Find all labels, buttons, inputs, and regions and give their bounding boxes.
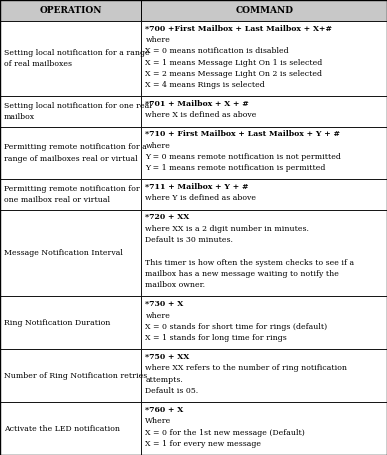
Text: X = 1 means Message Light On 1 is selected: X = 1 means Message Light On 1 is select… [146, 59, 323, 66]
Bar [141, 349, 387, 402]
Text: where XX refers to the number of ring notification: where XX refers to the number of ring no… [146, 364, 348, 372]
Bar [141, 126, 387, 179]
Text: X = 0 for the 1st new message (Default): X = 0 for the 1st new message (Default) [146, 429, 305, 436]
Text: mailbox: mailbox [4, 113, 35, 121]
Text: *750 + XX: *750 + XX [146, 353, 190, 361]
Bar [141, 296, 387, 349]
Text: X = 1 for every new message: X = 1 for every new message [146, 440, 262, 448]
Text: *711 + Mailbox + Y + #: *711 + Mailbox + Y + # [146, 183, 249, 191]
Bar [0, 96, 141, 126]
Text: Y = 0 means remote notification is not permitted: Y = 0 means remote notification is not p… [146, 153, 341, 161]
Text: Default is 30 minutes.: Default is 30 minutes. [146, 236, 233, 244]
Bar [0, 349, 141, 402]
Text: where X is defined as above: where X is defined as above [146, 111, 257, 119]
Text: Ring Notification Duration: Ring Notification Duration [4, 319, 111, 327]
Text: attempts.: attempts. [146, 376, 183, 384]
Bar [0, 210, 141, 296]
Text: Setting local notification for one real: Setting local notification for one real [4, 102, 152, 110]
Bar [141, 179, 387, 210]
Text: Permitting remote notification for a: Permitting remote notification for a [4, 143, 147, 152]
Text: where: where [146, 36, 170, 44]
Text: Permitting remote notification for: Permitting remote notification for [4, 185, 140, 193]
Text: *701 + Mailbox + X + #: *701 + Mailbox + X + # [146, 100, 249, 108]
Text: *730 + X: *730 + X [146, 300, 184, 308]
Text: where: where [146, 312, 170, 319]
Text: Activate the LED notification: Activate the LED notification [4, 425, 120, 433]
Bar [141, 21, 387, 96]
Text: Y = 1 means remote notification is permitted: Y = 1 means remote notification is permi… [146, 164, 326, 172]
Text: *710 + First Mailbox + Last Mailbox + Y + #: *710 + First Mailbox + Last Mailbox + Y … [146, 130, 341, 138]
Bar [141, 0, 387, 21]
Text: This timer is how often the system checks to see if a: This timer is how often the system check… [146, 258, 354, 267]
Text: Number of Ring Notification retries: Number of Ring Notification retries [4, 372, 147, 380]
Bar [0, 179, 141, 210]
Text: mailbox has a new message waiting to notify the: mailbox has a new message waiting to not… [146, 270, 339, 278]
Text: *720 + XX: *720 + XX [146, 213, 190, 222]
Text: X = 1 stands for long time for rings: X = 1 stands for long time for rings [146, 334, 287, 342]
Text: Message Notification Interval: Message Notification Interval [4, 249, 123, 257]
Text: X = 2 means Message Light On 2 is selected: X = 2 means Message Light On 2 is select… [146, 70, 322, 78]
Bar [141, 96, 387, 126]
Text: where Y is defined as above: where Y is defined as above [146, 194, 257, 202]
Text: OPERATION: OPERATION [39, 6, 102, 15]
Bar [0, 21, 141, 96]
Text: Default is 05.: Default is 05. [146, 387, 199, 395]
Bar [0, 0, 141, 21]
Text: X = 4 means Rings is selected: X = 4 means Rings is selected [146, 81, 265, 89]
Bar [141, 402, 387, 455]
Text: range of mailboxes real or virtual: range of mailboxes real or virtual [4, 155, 138, 162]
Text: mailbox owner.: mailbox owner. [146, 281, 205, 289]
Bar [0, 402, 141, 455]
Text: where XX is a 2 digit number in minutes.: where XX is a 2 digit number in minutes. [146, 225, 310, 233]
Text: *700 +First Mailbox + Last Mailbox + X+#: *700 +First Mailbox + Last Mailbox + X+# [146, 25, 332, 33]
Text: Setting local notification for a range: Setting local notification for a range [4, 49, 150, 57]
Text: one mailbox real or virtual: one mailbox real or virtual [4, 196, 110, 204]
Text: of real mailboxes: of real mailboxes [4, 60, 72, 68]
Text: where: where [146, 142, 170, 150]
Text: X = 0 stands for short time for rings (default): X = 0 stands for short time for rings (d… [146, 323, 327, 331]
Bar [0, 126, 141, 179]
Text: COMMAND: COMMAND [235, 6, 293, 15]
Bar [0, 296, 141, 349]
Text: Where: Where [146, 417, 172, 425]
Bar [141, 210, 387, 296]
Text: X = 0 means notification is disabled: X = 0 means notification is disabled [146, 47, 289, 55]
Text: *760 + X: *760 + X [146, 406, 184, 414]
